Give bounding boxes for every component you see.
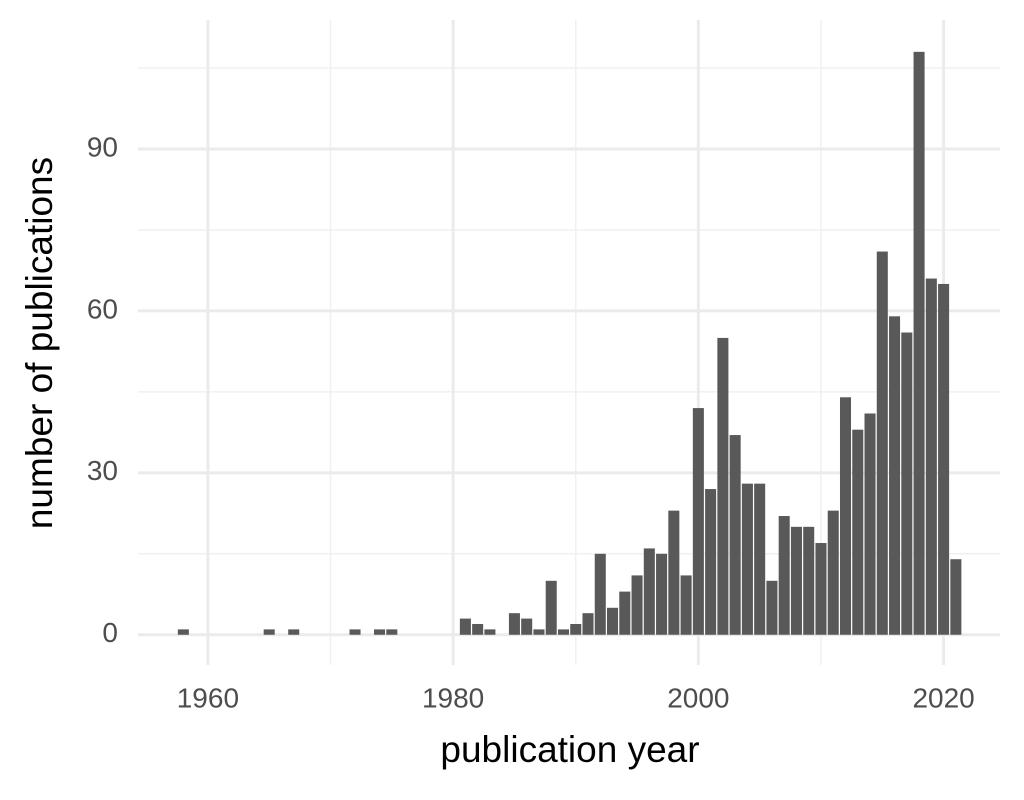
- bar: [557, 629, 569, 635]
- bar: [839, 397, 852, 635]
- bar: [288, 629, 300, 635]
- bar: [913, 51, 925, 635]
- bar: [668, 510, 680, 635]
- x-tick-label: 1980: [422, 682, 484, 713]
- bar: [680, 575, 692, 635]
- bar: [692, 408, 704, 635]
- bar: [925, 278, 937, 635]
- bar: [349, 629, 361, 635]
- x-tick-label: 2000: [667, 682, 729, 713]
- bar: [790, 526, 802, 635]
- bar: [484, 629, 496, 635]
- bar: [827, 510, 839, 635]
- y-axis-title: number of publications: [19, 157, 60, 529]
- y-tick-label: 30: [87, 455, 118, 486]
- bar: [459, 618, 471, 635]
- bar: [533, 629, 545, 635]
- bar: [643, 548, 655, 635]
- y-tick-label: 0: [102, 617, 118, 648]
- bar: [607, 607, 619, 635]
- bar: [705, 489, 717, 635]
- bar: [263, 629, 275, 635]
- bar: [803, 526, 815, 635]
- bar: [815, 543, 827, 635]
- y-tick-label: 90: [87, 131, 118, 162]
- bar: [386, 629, 398, 635]
- bar: [950, 559, 962, 635]
- bar: [729, 435, 741, 635]
- x-tick-label: 1960: [177, 682, 239, 713]
- bar: [717, 337, 729, 635]
- bar: [582, 613, 594, 635]
- bar: [864, 413, 876, 635]
- bar: [570, 623, 582, 635]
- bar: [508, 613, 520, 635]
- x-axis-title: publication year: [440, 729, 699, 770]
- y-tick-label: 60: [87, 293, 118, 324]
- bar: [938, 283, 950, 635]
- x-tick-label: 2020: [912, 682, 974, 713]
- bar: [889, 316, 901, 635]
- bar: [472, 623, 484, 635]
- bar: [876, 251, 888, 635]
- bar: [374, 629, 386, 635]
- bar: [901, 332, 913, 635]
- bar: [852, 429, 864, 635]
- bar: [631, 575, 643, 635]
- bar: [766, 580, 778, 635]
- bar: [594, 553, 606, 635]
- bar: [619, 591, 631, 635]
- bar: [177, 629, 189, 635]
- bar: [754, 483, 766, 635]
- bar: [778, 516, 790, 635]
- bar: [521, 618, 533, 635]
- bar: [741, 483, 753, 635]
- bar: [656, 553, 668, 635]
- bar: [545, 580, 557, 635]
